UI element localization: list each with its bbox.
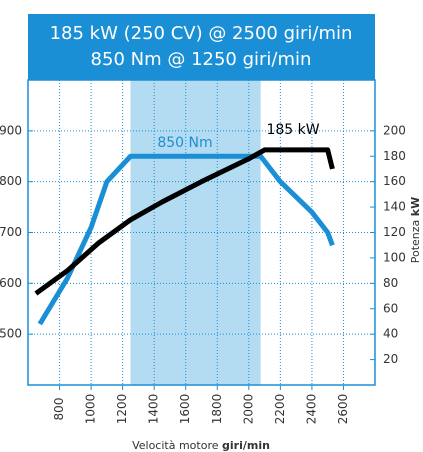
y-tick-label: 900 [0,123,22,137]
y2-label-unit: kW [409,197,422,216]
x-tick-label: 1000 [84,394,98,425]
y2-tick-label: 160 [383,174,406,188]
x-tick-label: 2000 [241,394,255,425]
series-line [34,147,335,296]
y2-tick-label: 40 [383,327,398,341]
x-tick-label: 2600 [336,394,350,425]
y2-tick-label: 100 [383,250,406,264]
series-line [37,153,335,326]
y2-tick-label: 80 [383,276,398,290]
x-tick-label: 2200 [273,394,287,425]
x-label-text: Velocità motore [132,439,219,452]
y2-tick-label: 200 [383,123,406,137]
x-tick-label: 1400 [147,394,161,425]
y2-tick-label: 180 [383,149,406,163]
y2-tick-label: 60 [383,301,398,315]
chart-subtitle: 850 Nm @ 1250 giri/min [91,49,312,70]
x-tick-label: 1600 [178,394,192,425]
chart-title: 185 kW (250 CV) @ 2500 giri/min [50,23,353,44]
y2-tick-label: 120 [383,225,406,239]
y2-tick-label: 20 [383,352,398,366]
x-axis-label: Velocità motore giri/min [132,439,270,452]
x-tick-label: 800 [52,398,66,421]
plot-border [27,79,376,386]
y-tick-label: 700 [0,225,22,239]
y2-label-text: Potenza [409,220,422,264]
y-tick-label: 800 [0,174,22,188]
x-tick-label: 1200 [115,394,129,425]
x-tick-label: 2400 [304,394,318,425]
x-label-unit: giri/min [222,439,270,452]
y-tick-label: 500 [0,327,22,341]
series-label: 850 Nm [157,135,212,151]
y2-axis-label: Potenza kW [409,197,422,264]
series-label: 185 kW [266,122,319,138]
x-tick-label: 1800 [210,394,224,425]
title-box [28,14,375,80]
y-tick-label: 600 [0,276,22,290]
y2-tick-label: 140 [383,200,406,214]
